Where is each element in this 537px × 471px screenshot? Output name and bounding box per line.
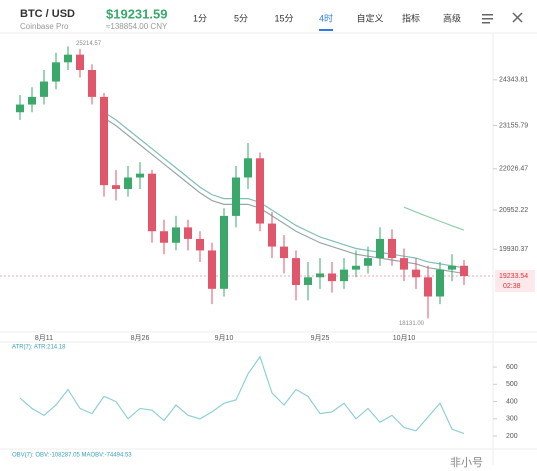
indicator-label: ATR(7): ATR:214.18 (12, 345, 66, 351)
candle-body (424, 277, 432, 297)
x-tick-label: 9月25 (311, 334, 330, 342)
y-tick-label: 22026.47 (499, 166, 528, 173)
candle-body (280, 246, 288, 259)
candle-body (256, 158, 264, 224)
tab[interactable]: 自定义 (356, 12, 383, 23)
tab[interactable]: 高级 (443, 12, 461, 23)
candle-body (460, 265, 468, 277)
countdown: 02:38 (503, 283, 521, 290)
candle-body (160, 231, 168, 243)
x-tick-label: 8月26 (131, 334, 150, 342)
y-tick-label: 19930.37 (499, 246, 528, 253)
high-annotation: 25214.57 (76, 41, 102, 47)
candle-body (28, 96, 36, 105)
candle-body (148, 173, 156, 232)
candle-body (184, 227, 192, 239)
y-tick-label: 600 (506, 364, 518, 371)
y-tick-label: 500 (506, 381, 518, 388)
x-tick-label: 10月10 (393, 334, 416, 342)
candle-body (172, 227, 180, 243)
candle-body (208, 250, 216, 289)
y-tick-label: 400 (506, 398, 518, 405)
candle-body (40, 81, 48, 97)
x-tick-label: 8月11 (35, 334, 53, 342)
candle-body (292, 258, 300, 285)
candle-body (220, 215, 228, 289)
candle-body (340, 269, 348, 282)
candle-body (244, 158, 252, 178)
exchange: Coinbase Pro (20, 22, 69, 31)
moving-average (403, 206, 465, 231)
price: $19231.59 (106, 6, 167, 21)
candle-body (268, 223, 276, 247)
pair: BTC / USD (20, 8, 75, 20)
last-price-tag (495, 270, 535, 293)
candle-body (448, 265, 456, 270)
tab[interactable]: 5分 (234, 13, 248, 23)
y-tick-label: 20952.22 (499, 207, 528, 214)
low-annotation: 18131.00 (399, 321, 425, 327)
candle-body (16, 104, 24, 113)
candle-body (124, 177, 132, 190)
candle-body (316, 273, 324, 278)
candle-body (232, 177, 240, 216)
candle-body (64, 54, 72, 63)
candle-body (196, 238, 204, 251)
y-tick-label: 200 (506, 433, 518, 440)
candle-body (76, 54, 84, 71)
price-cny: ≈138854.00 CNY (106, 22, 168, 31)
close-icon[interactable] (512, 12, 523, 23)
candle-body (304, 277, 312, 285)
x-tick-label: 9月10 (215, 334, 234, 342)
candle-body (364, 258, 372, 266)
atr-line (19, 355, 465, 435)
tab[interactable]: 15分 (274, 13, 293, 23)
last-price-label: 19233.54 (499, 273, 528, 280)
candle-body (400, 258, 408, 270)
settings-icon[interactable] (482, 14, 493, 24)
candle-body (412, 269, 420, 278)
y-tick-label: 24343.81 (499, 77, 528, 84)
tab[interactable]: 指标 (402, 12, 420, 23)
candle-body (52, 62, 60, 82)
candle-body (388, 238, 396, 259)
tab[interactable]: 1分 (193, 13, 207, 23)
candle-body (328, 273, 336, 282)
candle-body (136, 173, 144, 178)
candle-body (436, 269, 444, 297)
tab[interactable]: 4时 (319, 12, 333, 23)
candle-body (352, 265, 360, 270)
candle-body (112, 185, 120, 190)
watermark: 非小号 (450, 456, 483, 469)
y-tick-label: 300 (506, 416, 518, 423)
y-tick-label: 23155.79 (499, 122, 528, 129)
tab-underline (319, 29, 333, 31)
candle-body (100, 96, 108, 186)
candle-body (88, 70, 96, 97)
obv-label: OBV(7): OBV:-108287.05 MAOBV:-74494.53 (12, 453, 132, 459)
candle-body (376, 238, 384, 259)
